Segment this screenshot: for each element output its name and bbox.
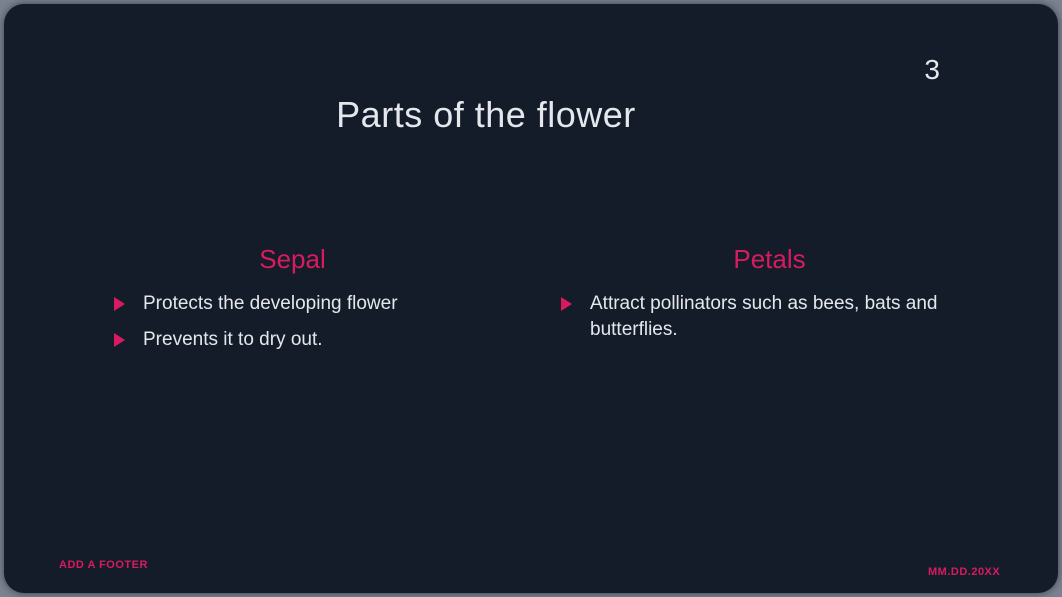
slide-container: 3 Parts of the flower Sepal Protects the… <box>4 4 1058 593</box>
slide-number: 3 <box>924 54 940 86</box>
column-heading: Sepal <box>114 244 531 275</box>
bullet-item: Protects the developing flower <box>114 291 531 317</box>
bullet-item: Attract pollinators such as bees, bats a… <box>561 291 978 342</box>
bullet-icon <box>114 333 125 347</box>
bullet-text: Prevents it to dry out. <box>143 327 531 353</box>
slide-title: Parts of the flower <box>4 94 1058 136</box>
footer-left: ADD A FOOTER <box>59 559 148 571</box>
bullet-icon <box>561 297 572 311</box>
bullet-text: Attract pollinators such as bees, bats a… <box>590 291 978 342</box>
bullet-item: Prevents it to dry out. <box>114 327 531 353</box>
column-heading: Petals <box>561 244 978 275</box>
column-right: Petals Attract pollinators such as bees,… <box>561 244 978 362</box>
bullet-icon <box>114 297 125 311</box>
footer-right: MM.DD.20XX <box>928 565 998 579</box>
column-left: Sepal Protects the developing flower Pre… <box>114 244 531 362</box>
bullet-text: Protects the developing flower <box>143 291 531 317</box>
content-area: Sepal Protects the developing flower Pre… <box>114 244 978 362</box>
